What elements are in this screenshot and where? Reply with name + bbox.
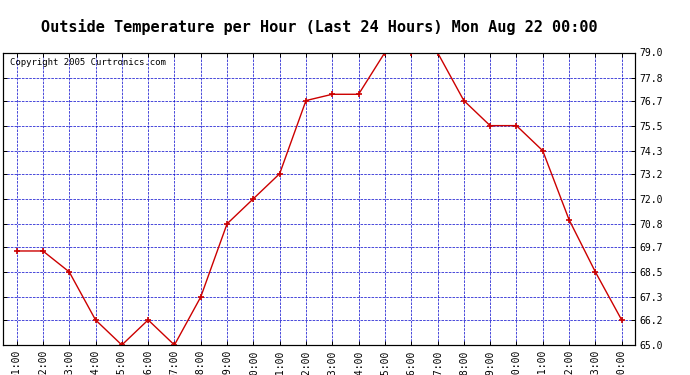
Text: Copyright 2005 Curtronics.com: Copyright 2005 Curtronics.com bbox=[10, 58, 166, 68]
Text: Outside Temperature per Hour (Last 24 Hours) Mon Aug 22 00:00: Outside Temperature per Hour (Last 24 Ho… bbox=[41, 19, 598, 35]
